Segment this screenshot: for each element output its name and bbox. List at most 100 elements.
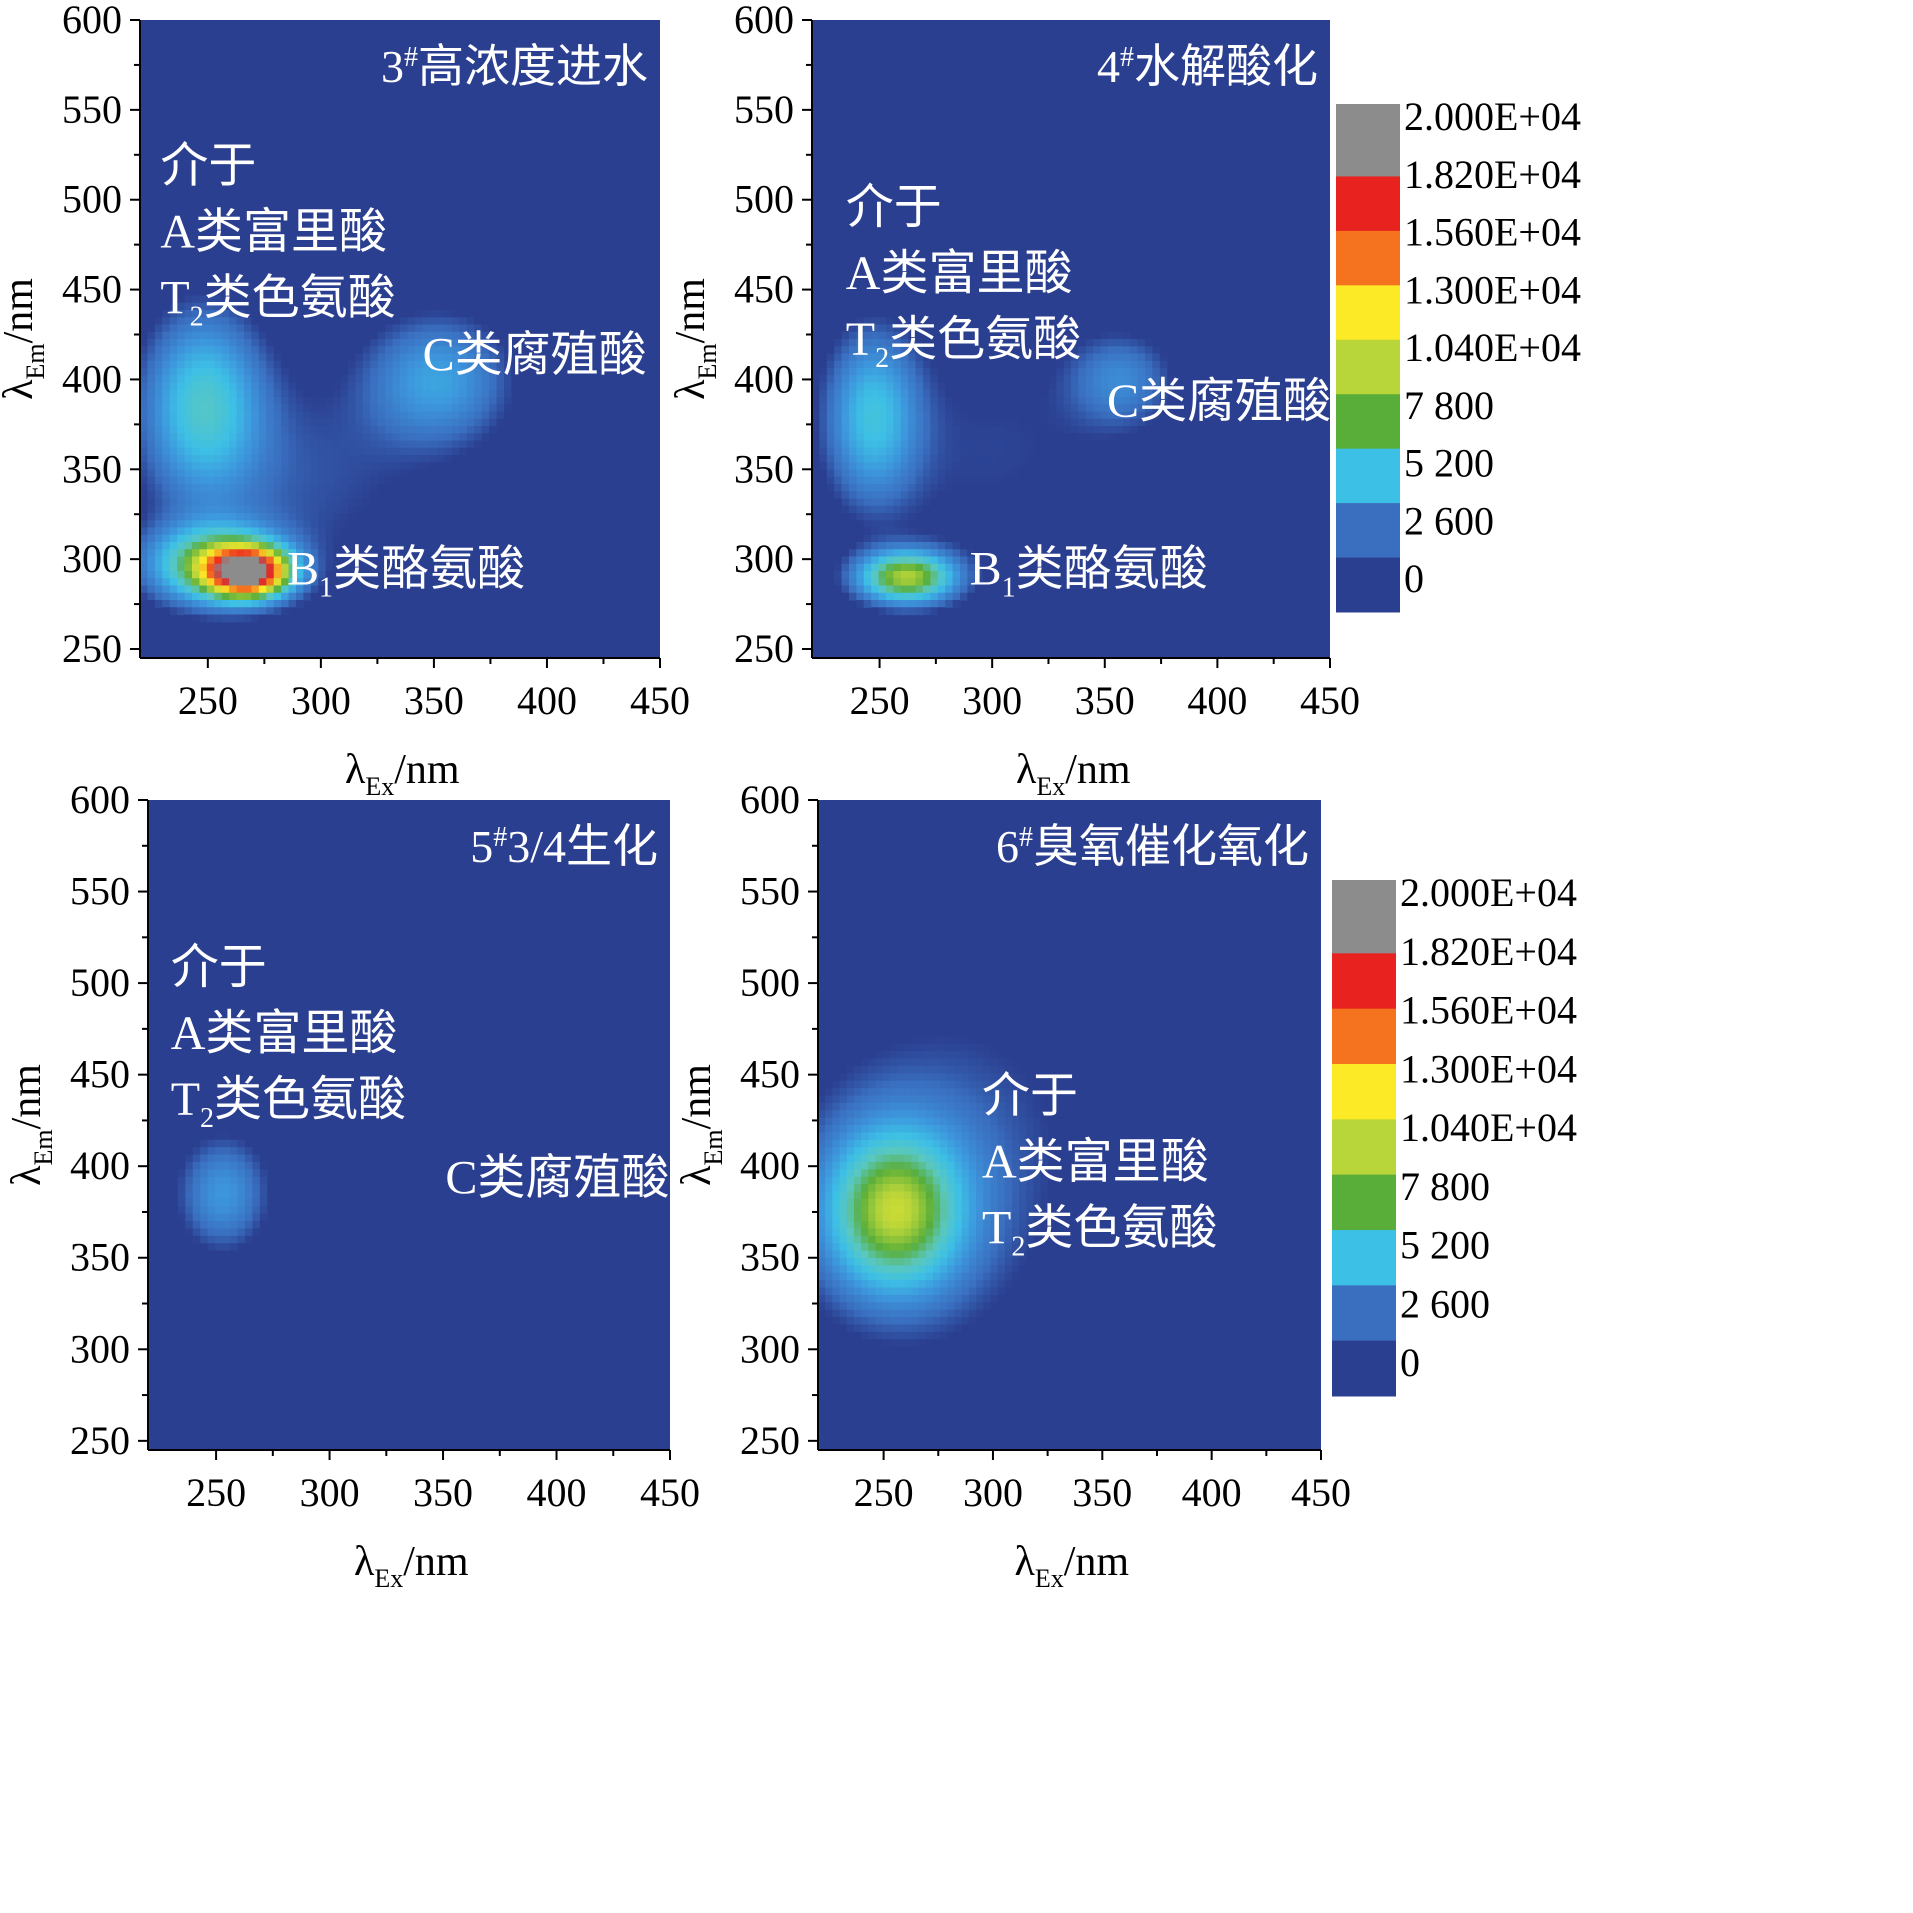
heatmap-cell (871, 331, 880, 340)
heatmap-cell (967, 571, 976, 579)
heatmap-cell (489, 389, 498, 398)
heatmap-cell (886, 534, 894, 543)
heatmap-cell (1048, 426, 1057, 434)
x-axis-label: λEx/nm (345, 747, 460, 801)
heatmap-cell (1145, 339, 1153, 347)
heatmap-cell (318, 397, 327, 405)
heatmap-cell (1004, 1272, 1013, 1281)
heatmap-cell (1040, 1117, 1049, 1126)
heatmap-cell (853, 1161, 862, 1170)
heatmap-cell (997, 491, 1005, 500)
heatmap-cell (1108, 353, 1116, 362)
heatmap-cell (266, 578, 275, 587)
heatmap-cell (968, 1036, 977, 1045)
heatmap-cell (215, 1243, 224, 1252)
heatmap-cell (818, 1110, 826, 1119)
heatmap-cell (481, 360, 490, 369)
heatmap-cell (236, 549, 245, 558)
heatmap-cell (932, 1095, 941, 1104)
heatmap-cell (169, 585, 178, 594)
heatmap-cell (325, 440, 334, 449)
heatmap-cell (861, 1065, 869, 1074)
heatmap-cell (362, 455, 371, 463)
heatmap-cell (1071, 411, 1079, 420)
heatmap-cell (221, 368, 230, 376)
heatmap-cell (925, 1250, 934, 1259)
heatmap-cell (184, 382, 193, 391)
heatmap-cell (861, 1161, 869, 1170)
heatmap-cell (154, 505, 163, 514)
heatmap-cell (825, 1073, 833, 1082)
heatmap-cell (923, 397, 931, 405)
heatmap-cell (184, 353, 193, 362)
peak-annotation: B1类酪氨酸 (287, 542, 525, 603)
heatmap-cell (911, 1051, 920, 1060)
colorbar-cap (1332, 880, 1396, 898)
heatmap-cell (900, 447, 909, 456)
heatmap-cell (1152, 389, 1161, 398)
heatmap-cell (414, 353, 423, 362)
heatmap-cell (362, 433, 371, 442)
heatmap-cell (853, 1250, 862, 1259)
heatmap-cell (1019, 498, 1028, 507)
heatmap-cell (832, 1287, 841, 1296)
heatmap-cell (853, 1228, 862, 1237)
heatmap-cell (252, 1235, 261, 1244)
heatmap-cell (983, 1139, 992, 1148)
heatmap-cell (221, 397, 230, 405)
heatmap-cell (1071, 389, 1079, 398)
heatmap-cell (961, 1125, 970, 1133)
heatmap-cell (392, 317, 401, 326)
heatmap-cell (967, 549, 976, 558)
heatmap-cell (452, 339, 461, 347)
colorbar-label: 1.040E+04 (1404, 325, 1581, 370)
heatmap-cell (377, 404, 386, 413)
y-tick-label: 250 (734, 626, 794, 671)
heatmap-cell (244, 505, 253, 514)
heatmap-cell (930, 498, 939, 507)
heatmap-cell (908, 484, 917, 492)
heatmap-cell (429, 331, 438, 340)
heatmap-cell (930, 600, 939, 608)
heatmap-cell (1063, 426, 1072, 434)
heatmap-cell (147, 600, 156, 608)
heatmap-cell (1048, 462, 1057, 471)
heatmap-cell (952, 505, 961, 514)
heatmap-cell (1019, 1102, 1027, 1111)
heatmap-cell (1026, 455, 1035, 463)
heatmap-cell (976, 1287, 984, 1296)
heatmap-cell (222, 1147, 231, 1156)
heatmap-cell (1048, 476, 1057, 485)
heatmap-cell (882, 1176, 891, 1185)
heatmap-cell (162, 411, 171, 420)
heatmap-cell (140, 353, 149, 362)
heatmap-cell (1012, 1243, 1020, 1252)
heatmap-cell (1004, 404, 1013, 413)
heatmap-cell (1159, 368, 1168, 376)
heatmap-cell (140, 375, 149, 384)
heatmap-cell (940, 1235, 948, 1244)
heatmap-cell (392, 331, 401, 340)
heatmap-cell (940, 1088, 948, 1097)
heatmap-cell (954, 1213, 963, 1222)
heatmap-cell (325, 447, 334, 456)
heatmap-cell (185, 1213, 194, 1222)
x-tick-label: 250 (854, 1470, 914, 1515)
x-tick-label: 400 (1182, 1470, 1242, 1515)
heatmap-cell (983, 1110, 992, 1119)
heatmap-cell (825, 1257, 833, 1266)
heatmap-cell (1004, 1110, 1013, 1119)
heatmap-cell (340, 426, 349, 434)
heatmap-cell (177, 368, 186, 376)
heatmap-cell (229, 411, 238, 420)
heatmap-cell (244, 411, 253, 420)
heatmap-cell (258, 418, 267, 427)
heatmap-cell (1047, 1191, 1056, 1200)
heatmap-cell (834, 578, 843, 587)
heatmap-cell (177, 476, 186, 485)
heatmap-cell (818, 1213, 826, 1222)
peak-annotation: A类富里酸 (982, 1135, 1209, 1188)
heatmap-cell (303, 571, 312, 579)
heatmap-cell (273, 440, 282, 449)
heatmap-cell (960, 418, 968, 427)
